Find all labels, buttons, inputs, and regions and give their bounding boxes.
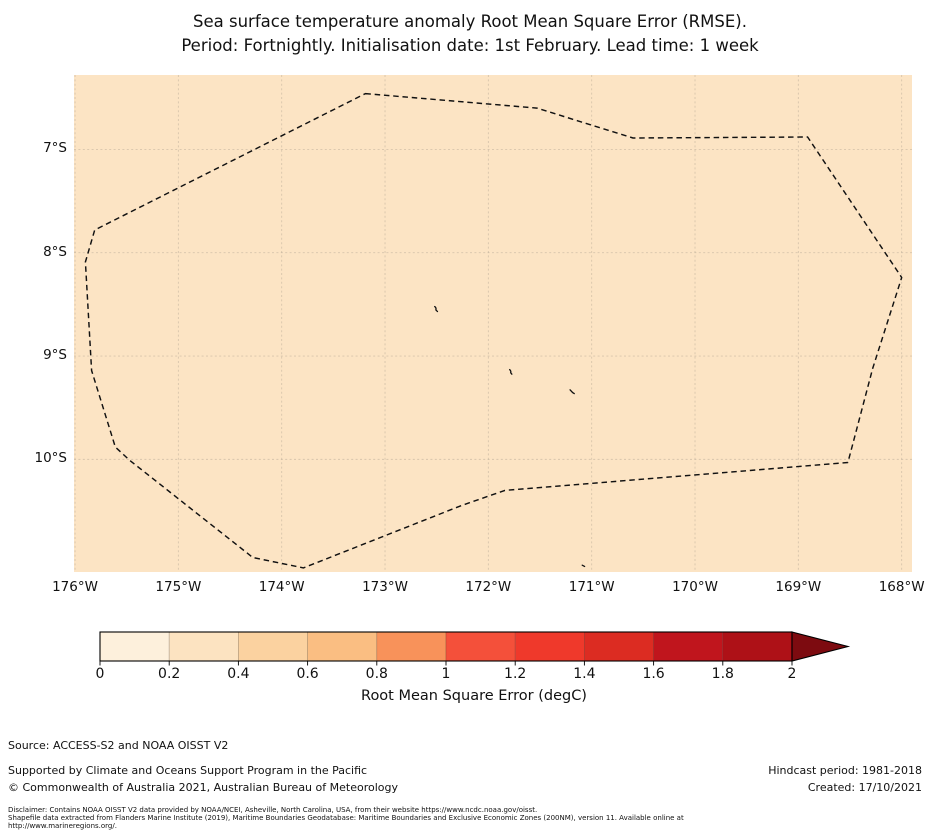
y-tick-label: 10°S — [34, 450, 68, 467]
colorbar-tick-label: 2 — [787, 666, 797, 682]
colorbar-tick-label: 0 — [95, 666, 105, 682]
x-tick-label: 175°W — [155, 579, 202, 595]
x-tick-label: 174°W — [258, 579, 305, 595]
y-tick-label: 9°S — [43, 347, 67, 364]
colorbar-segment — [584, 631, 654, 662]
chart-title: Sea surface temperature anomaly Root Mea… — [0, 10, 931, 58]
colorbar-tick-label: 1.6 — [642, 666, 665, 682]
colorbar-tick-label: 0.6 — [296, 666, 319, 682]
disclaimer-line3: http://www.marineregions.org/. — [8, 822, 117, 830]
island-outline-mark — [569, 389, 575, 395]
x-tick-label: 169°W — [775, 579, 822, 595]
x-tick-label: 170°W — [672, 579, 718, 595]
colorbar-extend-arrow — [791, 631, 851, 662]
colorbar-tick-label: 0.4 — [227, 666, 250, 682]
created-date-text: Created: 17/10/2021 — [807, 781, 922, 794]
colorbar-axis-label: Root Mean Square Error (degC) — [361, 688, 587, 704]
chart-title-line1: Sea surface temperature anomaly Root Mea… — [193, 12, 747, 31]
x-tick-label: 168°W — [878, 579, 925, 595]
colorbar-segment — [376, 631, 447, 662]
colorbar-tick-label: 1 — [441, 666, 451, 682]
colorbar-segment — [238, 631, 308, 662]
x-tick-label: 172°W — [465, 579, 512, 595]
colorbar-segment — [307, 631, 378, 662]
colorbar-tick-label: 0.8 — [365, 666, 388, 682]
x-tick-label: 173°W — [362, 579, 408, 595]
supported-by-text: Supported by Climate and Oceans Support … — [8, 764, 368, 777]
source-text: Source: ACCESS-S2 and NOAA OISST V2 — [8, 739, 229, 752]
y-tick-label: 7°S — [43, 140, 67, 157]
map-plot-area — [74, 75, 912, 572]
hindcast-period-text: Hindcast period: 1981-2018 — [768, 764, 922, 777]
colorbar-tick-label: 1.2 — [504, 666, 527, 682]
colorbar — [99, 631, 855, 673]
island-outline-mark — [509, 368, 513, 375]
copyright-text: © Commonwealth of Australia 2021, Austra… — [8, 781, 398, 794]
island-outline-mark — [434, 305, 439, 313]
map-svg — [74, 75, 912, 572]
colorbar-segment — [445, 631, 516, 662]
island-outline-mark — [581, 564, 586, 568]
x-tick-label: 171°W — [568, 579, 615, 595]
colorbar-tick-label: 1.4 — [573, 666, 596, 682]
colorbar-segment — [168, 631, 239, 662]
eez-boundary — [84, 92, 903, 569]
colorbar-segment — [653, 631, 724, 662]
disclaimer-line1: Disclaimer: Contains NOAA OISST V2 data … — [8, 806, 538, 814]
colorbar-segment — [514, 631, 585, 662]
y-tick-label: 8°S — [43, 243, 67, 260]
x-tick-label: 176°W — [52, 579, 98, 595]
colorbar-tick-label: 0.2 — [158, 666, 181, 682]
colorbar-svg — [99, 631, 851, 666]
colorbar-segment — [99, 631, 170, 662]
rmse-field-fill — [74, 75, 912, 572]
chart-title-line2: Period: Fortnightly. Initialisation date… — [181, 36, 759, 55]
colorbar-tick-label: 1.8 — [711, 666, 734, 682]
disclaimer-line2: Shapefile data extracted from Flanders M… — [8, 814, 684, 822]
colorbar-segment — [722, 631, 793, 662]
